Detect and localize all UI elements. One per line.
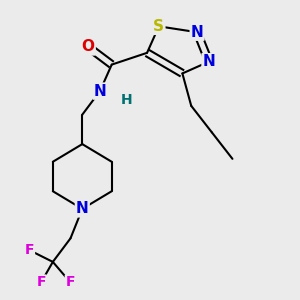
Text: F: F	[66, 275, 75, 290]
Text: H: H	[121, 93, 132, 107]
Text: O: O	[82, 39, 95, 54]
Text: F: F	[25, 243, 34, 257]
Text: N: N	[76, 201, 89, 216]
Text: F: F	[36, 275, 46, 290]
Text: N: N	[94, 84, 106, 99]
Text: N: N	[202, 54, 215, 69]
Text: S: S	[153, 19, 164, 34]
Text: N: N	[191, 25, 203, 40]
